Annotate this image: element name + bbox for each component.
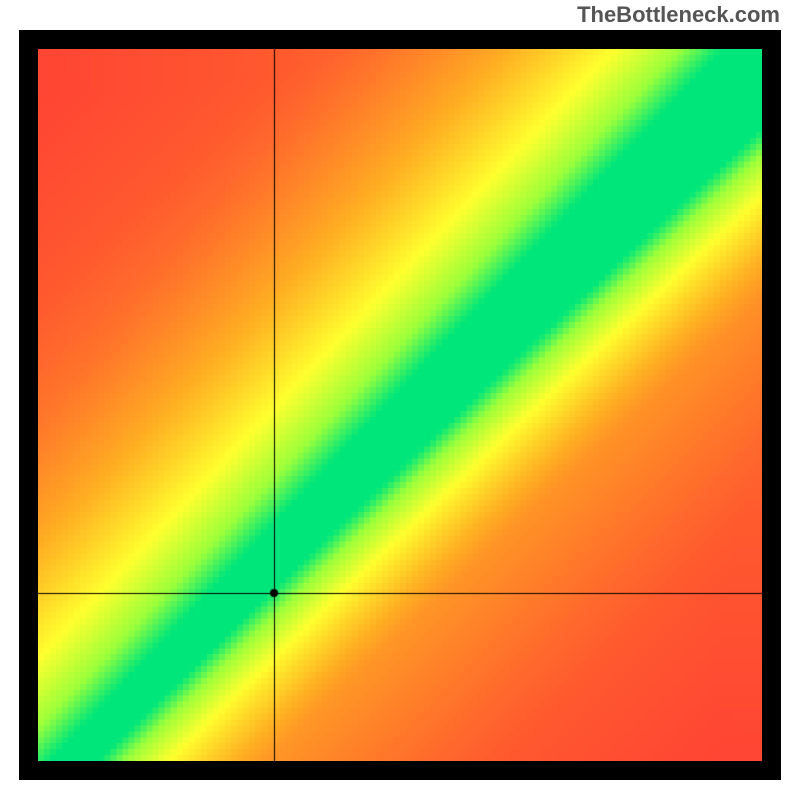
plot-frame (19, 30, 781, 780)
watermark-text: TheBottleneck.com (577, 2, 780, 28)
bottleneck-heatmap (38, 49, 762, 761)
chart-container: TheBottleneck.com (0, 0, 800, 800)
